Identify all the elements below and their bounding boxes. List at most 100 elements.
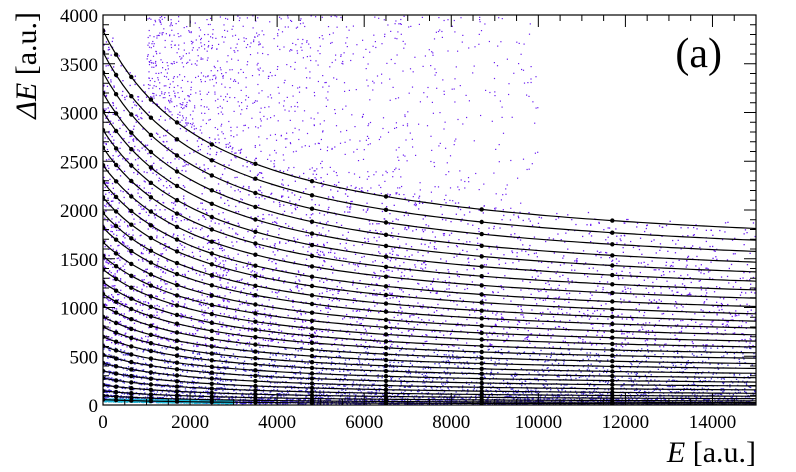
- scatter-point: [294, 281, 297, 283]
- scatter-point: [243, 367, 245, 369]
- scatter-point: [524, 328, 526, 330]
- scatter-point: [435, 338, 437, 340]
- scatter-point: [497, 291, 499, 293]
- scatter-point: [218, 241, 220, 244]
- scatter-point: [620, 235, 622, 237]
- scatter-point: [157, 200, 159, 202]
- scatter-point: [144, 348, 146, 350]
- scatter-point: [491, 403, 494, 405]
- scatter-point: [192, 365, 194, 367]
- scatter-point: [235, 211, 237, 213]
- scatter-point: [141, 290, 143, 292]
- scatter-point: [272, 322, 274, 324]
- scatter-point: [169, 118, 171, 120]
- scatter-point: [273, 259, 275, 261]
- scatter-point: [374, 393, 376, 396]
- scatter-point: [556, 397, 558, 400]
- scatter-point: [467, 223, 469, 225]
- scatter-point: [205, 212, 208, 214]
- scatter-point: [224, 366, 227, 368]
- scatter-point: [294, 239, 296, 241]
- scatter-point: [466, 361, 468, 363]
- scatter-point: [666, 367, 668, 370]
- scatter-point: [115, 222, 117, 224]
- scatter-point: [619, 367, 621, 369]
- scatter-point: [603, 331, 605, 334]
- scatter-point: [695, 265, 697, 267]
- scatter-point: [157, 379, 159, 382]
- scatter-point: [256, 289, 258, 291]
- scatter-point: [290, 378, 293, 380]
- scatter-point: [355, 399, 358, 401]
- scatter-point: [225, 236, 227, 238]
- scatter-point: [721, 239, 724, 241]
- scatter-point: [383, 401, 385, 403]
- scatter-point: [338, 399, 340, 401]
- scatter-point: [546, 388, 548, 390]
- scatter-point: [300, 329, 303, 331]
- scatter-point: [286, 255, 288, 257]
- scatter-point: [165, 393, 168, 395]
- scatter-point: [476, 237, 478, 239]
- scatter-point: [743, 244, 745, 246]
- scatter-point: [674, 357, 676, 359]
- scatter-point: [205, 338, 207, 340]
- scatter-point: [153, 392, 155, 395]
- scatter-point: [282, 184, 284, 186]
- scatter-point: [125, 261, 128, 263]
- scatter-point: [235, 263, 238, 266]
- scatter-point: [322, 390, 325, 392]
- scatter-point: [268, 299, 270, 301]
- scatter-point: [748, 345, 750, 347]
- scatter-point: [530, 268, 532, 271]
- scatter-point: [474, 363, 476, 365]
- scatter-point: [259, 327, 261, 330]
- scatter-point: [414, 395, 416, 397]
- scatter-point: [426, 372, 428, 375]
- scatter-point: [653, 325, 656, 327]
- scatter-point: [750, 283, 752, 285]
- scatter-point: [194, 328, 197, 330]
- scatter-point: [681, 395, 683, 398]
- scatter-point: [603, 398, 605, 400]
- scatter-point: [687, 274, 689, 276]
- scatter-point: [107, 229, 109, 231]
- scatter-point: [146, 144, 149, 146]
- scatter-point: [164, 246, 167, 248]
- scatter-point: [111, 373, 114, 375]
- scatter-point: [166, 395, 168, 397]
- scatter-point: [423, 344, 425, 346]
- scatter-point: [301, 390, 303, 392]
- scatter-point: [202, 208, 204, 210]
- scatter-point: [449, 294, 451, 296]
- scatter-point: [703, 398, 705, 401]
- scatter-point: [358, 387, 360, 390]
- scatter-point: [661, 226, 663, 228]
- scatter-point: [675, 243, 677, 245]
- scatter-point: [495, 324, 497, 326]
- scatter-point: [279, 169, 281, 172]
- scatter-point: [236, 341, 238, 343]
- scatter-point: [678, 331, 680, 333]
- scatter-point: [492, 377, 494, 379]
- scatter-point: [256, 174, 259, 177]
- scatter-point: [108, 48, 111, 51]
- scatter-point: [316, 306, 318, 308]
- scatter-point: [222, 299, 224, 301]
- scatter-point: [369, 391, 371, 393]
- scatter-point: [156, 103, 158, 105]
- scatter-point: [373, 271, 375, 274]
- scatter-point: [179, 243, 181, 245]
- scatter-point: [441, 389, 443, 391]
- scatter-point: [496, 400, 498, 402]
- scatter-point: [464, 325, 466, 327]
- scatter-point: [346, 206, 348, 208]
- scatter-point: [326, 290, 328, 293]
- scatter-point: [687, 324, 689, 326]
- scatter-point: [401, 364, 403, 366]
- scatter-point: [105, 117, 107, 119]
- scatter-point: [571, 280, 573, 282]
- scatter-point: [749, 288, 751, 290]
- scatter-point: [339, 282, 341, 284]
- scatter-point: [183, 195, 185, 197]
